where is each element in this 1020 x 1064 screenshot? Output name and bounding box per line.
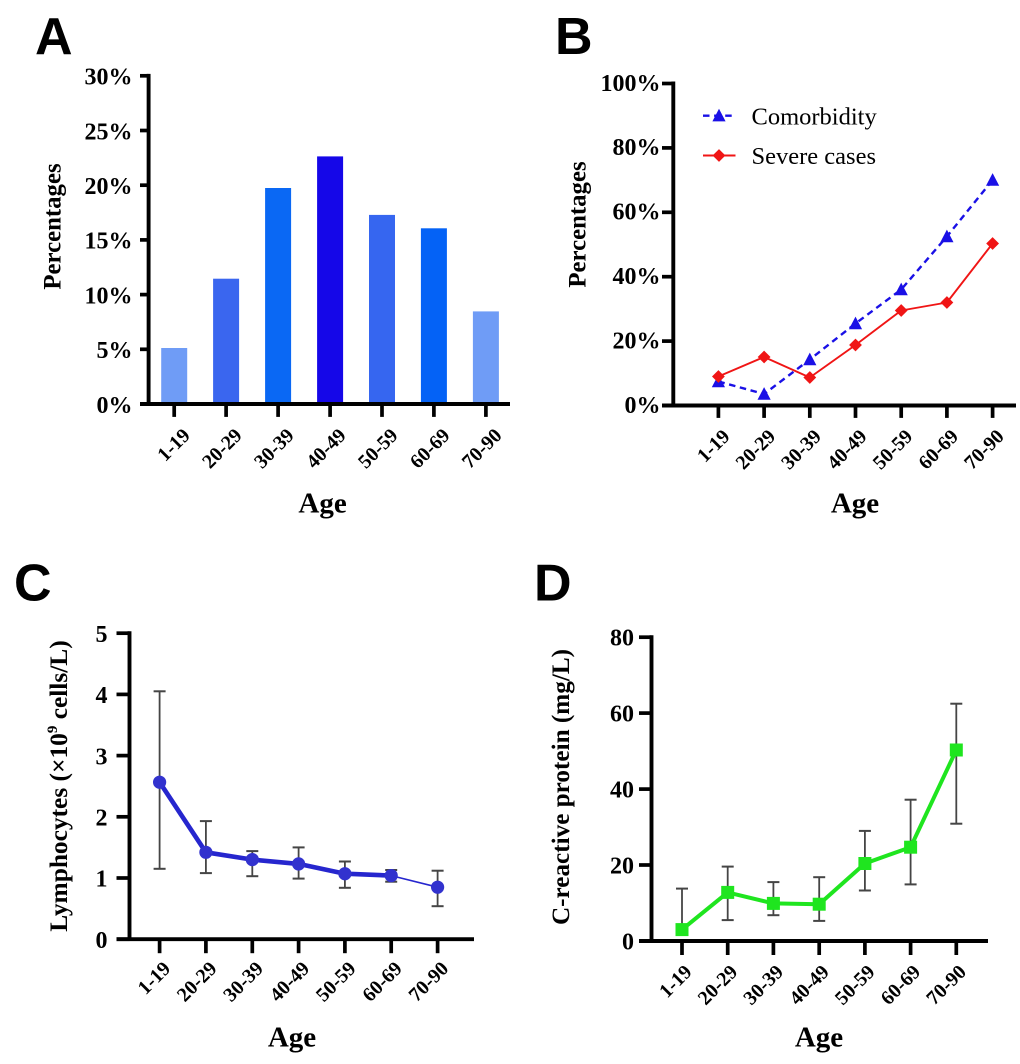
svg-text:Age: Age <box>268 1022 316 1054</box>
svg-text:100%: 100% <box>601 71 661 97</box>
svg-text:Percentages: Percentages <box>565 161 592 288</box>
svg-text:Age: Age <box>795 1022 843 1054</box>
svg-text:80%: 80% <box>613 135 661 161</box>
svg-text:1: 1 <box>96 867 108 893</box>
svg-text:15%: 15% <box>85 229 133 255</box>
svg-text:0%: 0% <box>97 393 133 419</box>
svg-text:Age: Age <box>298 488 346 520</box>
svg-text:4: 4 <box>96 683 108 709</box>
svg-text:B: B <box>555 8 593 66</box>
svg-text:2: 2 <box>96 806 108 832</box>
svg-text:Severe cases: Severe cases <box>752 143 876 170</box>
svg-text:C-reactive protein (mg/L): C-reactive protein (mg/L) <box>548 649 575 925</box>
svg-text:20%: 20% <box>613 328 661 354</box>
svg-text:40%: 40% <box>613 264 661 290</box>
svg-text:60: 60 <box>610 701 634 727</box>
svg-text:20%: 20% <box>85 174 133 200</box>
svg-text:80: 80 <box>610 626 634 652</box>
svg-text:D: D <box>534 555 572 613</box>
svg-text:0%: 0% <box>625 393 661 419</box>
svg-text:C: C <box>14 555 52 613</box>
svg-text:0: 0 <box>622 929 634 955</box>
svg-text:30%: 30% <box>85 65 133 91</box>
svg-text:5: 5 <box>96 622 108 648</box>
svg-text:A: A <box>35 8 73 66</box>
svg-text:Comorbidity: Comorbidity <box>752 103 878 130</box>
svg-text:3: 3 <box>96 744 108 770</box>
svg-text:25%: 25% <box>85 119 133 145</box>
svg-text:20: 20 <box>610 853 634 879</box>
svg-text:5%: 5% <box>97 338 133 364</box>
svg-text:60%: 60% <box>613 200 661 226</box>
svg-text:Lymphocytes (×109 cells/L): Lymphocytes (×109 cells/L) <box>45 640 73 931</box>
svg-text:Age: Age <box>831 488 879 520</box>
svg-text:0: 0 <box>96 928 108 954</box>
svg-text:10%: 10% <box>85 283 133 309</box>
svg-text:Percentages: Percentages <box>40 163 67 290</box>
svg-text:40: 40 <box>610 777 634 803</box>
